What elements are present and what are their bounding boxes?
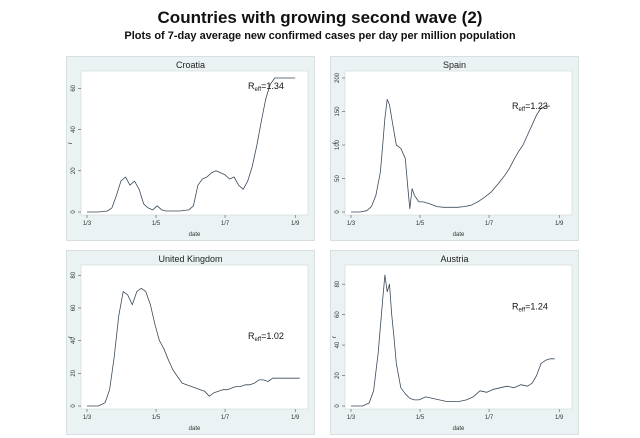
series-line [351,274,555,407]
x-tick-label: 1/5 [416,221,425,227]
reff-value: =1.24 [525,302,548,312]
reff-base: R [512,302,519,312]
y-tick-label: 0 [71,210,77,214]
plot-area [80,70,309,216]
x-tick-label: 1/5 [152,221,161,227]
reff-annotation: Reff=1.24 [512,302,548,314]
chart-panel-croatia: Croatia 0 20 40 60 1/3 1/5 1/7 1/9 date r Reff=1.34 [66,56,315,241]
x-axis-label: date [189,426,201,432]
page-subtitle: Plots of 7-day average new confirmed cas… [124,30,516,42]
reff-annotation: Reff=1.34 [248,81,284,93]
reff-base: R [512,101,519,111]
chart-svg: Spain 0 50 100 150 200 1/3 1/5 1/7 1/9 date r Reff=1… [332,60,573,238]
x-tick-label: 1/9 [555,415,564,421]
y-tick-label: 50 [335,175,341,182]
chart-svg: United Kingdom 0 20 40 60 80 1/3 1/5 1/7 1/9 date r… [68,254,309,432]
y-tick-label: 80 [335,280,341,287]
y-tick-label: 150 [335,106,341,117]
y-axis-label: r [68,142,74,144]
y-tick-label: 60 [71,84,77,91]
series-line [87,287,300,407]
reff-subscript: eff [519,308,526,314]
chart-panel-austria: Austria 0 20 40 60 80 1/3 1/5 1/7 1/9 date r Reff=1.… [330,250,579,435]
reff-subscript: eff [519,107,526,113]
y-tick-label: 0 [335,210,341,214]
reff-value: =1.02 [261,331,284,341]
x-axis-label: date [453,232,465,238]
x-tick-label: 1/5 [416,415,425,421]
reff-base: R [248,81,255,91]
x-tick-label: 1/3 [83,415,92,421]
y-tick-label: 60 [71,304,77,311]
y-tick-label: 20 [71,167,77,174]
x-tick-label: 1/9 [291,221,300,227]
reff-value: =1.23 [525,101,548,111]
y-axis-label: r [332,142,338,144]
x-tick-label: 1/3 [347,415,356,421]
x-tick-label: 1/7 [485,415,494,421]
x-tick-label: 1/5 [152,415,161,421]
x-axis-label: date [453,426,465,432]
plot-area [344,70,573,216]
x-tick-label: 1/7 [485,221,494,227]
plot-area [344,264,573,410]
y-tick-label: 60 [335,311,341,318]
panel-title: United Kingdom [158,254,222,264]
chart-panel-spain: Spain 0 50 100 150 200 1/3 1/5 1/7 1/9 date r Reff=1… [330,56,579,241]
y-tick-label: 20 [71,369,77,376]
y-tick-label: 0 [71,404,77,408]
reff-annotation: Reff=1.23 [512,101,548,113]
y-tick-label: 40 [71,337,77,344]
x-tick-label: 1/3 [83,221,92,227]
panel-title: Austria [440,254,468,264]
series-line [351,99,551,213]
x-axis-label: date [189,232,201,238]
y-tick-label: 200 [335,72,341,83]
y-tick-label: 40 [335,341,341,348]
chart-svg: Croatia 0 20 40 60 1/3 1/5 1/7 1/9 date r Reff=1.34 [68,60,309,238]
y-axis-label: r [332,336,338,338]
x-tick-label: 1/3 [347,221,356,227]
x-tick-label: 1/7 [221,221,230,227]
plot-area [80,264,309,410]
reff-value: =1.34 [261,81,284,91]
x-tick-label: 1/9 [291,415,300,421]
y-axis-label: r [68,336,74,338]
y-tick-label: 80 [71,271,77,278]
reff-annotation: Reff=1.02 [248,331,284,343]
series-line [87,77,296,213]
reff-subscript: eff [255,337,262,343]
reff-base: R [248,331,255,341]
panel-title: Croatia [176,60,205,70]
chart-svg: Austria 0 20 40 60 80 1/3 1/5 1/7 1/9 date r Reff=1.… [332,254,573,432]
panel-title: Spain [443,60,466,70]
y-tick-label: 20 [335,372,341,379]
reff-subscript: eff [255,87,262,93]
chart-panel-united-kingdom: United Kingdom 0 20 40 60 80 1/3 1/5 1/7 1/9 date r… [66,250,315,435]
page-title: Countries with growing second wave (2) [157,8,483,27]
x-tick-label: 1/9 [555,221,564,227]
y-tick-label: 40 [71,126,77,133]
y-tick-label: 100 [335,139,341,150]
x-tick-label: 1/7 [221,415,230,421]
y-tick-label: 0 [335,404,341,408]
